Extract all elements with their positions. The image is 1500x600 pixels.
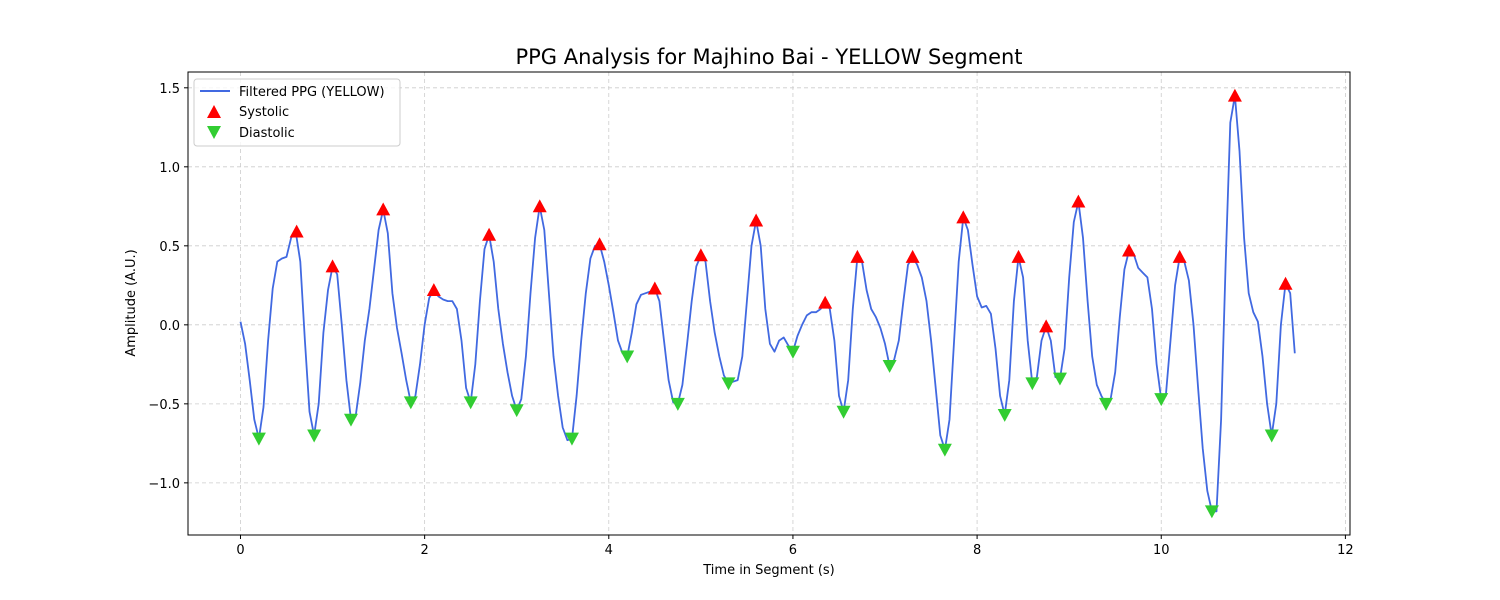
systolic-marker — [693, 248, 708, 262]
legend-box — [193, 78, 401, 147]
x-tick-label: 4 — [605, 543, 613, 558]
systolic-marker — [905, 249, 920, 263]
y-axis-label: Amplitude (A.U.) — [124, 249, 139, 356]
diastolic-marker — [1025, 377, 1040, 391]
y-tick-label: 1.0 — [159, 161, 180, 176]
diastolic-marker — [836, 405, 851, 419]
x-tick-label: 10 — [1153, 543, 1170, 558]
diastolic-marker — [721, 377, 736, 391]
systolic-marker — [850, 249, 865, 263]
diastolic-marker — [251, 432, 266, 446]
axis-ticks: 0 2 4 6 8 10 12 −1.0 −0.5 0.0 0.5 1.0 1.5 — [148, 82, 1353, 558]
y-tick-label: −1.0 — [148, 477, 180, 492]
x-tick-label: 0 — [236, 543, 244, 558]
systolic-marker — [1172, 249, 1187, 263]
ppg-signal-line — [239, 94, 1296, 513]
systolic-marker — [1071, 194, 1086, 208]
systolic-marker — [289, 224, 304, 238]
legend-label-filtered: Filtered PPG (YELLOW) — [239, 85, 385, 100]
systolic-marker — [532, 199, 547, 213]
systolic-marker — [376, 202, 391, 216]
diastolic-marker — [1052, 372, 1067, 386]
systolic-marker — [1122, 243, 1137, 257]
x-tick-label: 2 — [420, 543, 428, 558]
plot-frame — [187, 71, 1351, 536]
chart-title: PPG Analysis for Majhino Bai - YELLOW Se… — [515, 45, 1022, 69]
x-tick-label: 12 — [1337, 543, 1354, 558]
diastolic-marker — [785, 345, 800, 359]
x-tick-label: 8 — [973, 543, 981, 558]
y-tick-label: 1.5 — [159, 82, 180, 97]
diastolic-marker — [997, 408, 1012, 422]
legend-systolic-marker — [207, 105, 221, 118]
diastolic-marker — [1098, 397, 1113, 411]
systolic-marker — [1227, 88, 1242, 102]
systolic-marker — [1278, 276, 1293, 290]
x-axis-label: Time in Segment (s) — [702, 563, 834, 578]
diastolic-marker — [1264, 429, 1279, 443]
systolic-marker — [1039, 319, 1054, 333]
y-tick-label: 0.0 — [159, 319, 180, 334]
diastolic-marker — [670, 397, 685, 411]
systolic-marker — [647, 281, 662, 295]
grid-lines — [188, 72, 1350, 535]
legend-diastolic-marker — [207, 126, 221, 139]
diastolic-marker — [509, 404, 524, 418]
legend-label-systolic: Systolic — [239, 105, 289, 120]
diastolic-marker — [463, 396, 478, 410]
systolic-marker — [426, 283, 441, 297]
legend-label-diastolic: Diastolic — [239, 126, 295, 141]
systolic-marker — [956, 210, 971, 224]
y-tick-label: −0.5 — [148, 398, 180, 413]
systolic-marker — [482, 227, 497, 241]
systolic-marker — [592, 237, 607, 251]
systolic-marker — [1011, 249, 1026, 263]
legend: Filtered PPG (YELLOW) Systolic Diastolic — [193, 78, 401, 147]
diastolic-marker — [937, 443, 952, 457]
systolic-marker — [749, 213, 764, 227]
diastolic-marker — [1154, 393, 1169, 407]
y-tick-label: 0.5 — [159, 240, 180, 255]
diastolic-marker — [564, 432, 579, 446]
diastolic-marker — [343, 413, 358, 427]
diastolic-marker — [882, 359, 897, 373]
x-tick-label: 6 — [789, 543, 797, 558]
diastolic-marker — [1204, 505, 1219, 519]
systolic-marker — [818, 295, 833, 309]
diastolic-marker — [307, 429, 322, 443]
diastolic-marker — [403, 396, 418, 410]
diastolic-marker — [620, 350, 635, 364]
systolic-marker — [325, 259, 340, 273]
series-layer — [239, 88, 1296, 519]
